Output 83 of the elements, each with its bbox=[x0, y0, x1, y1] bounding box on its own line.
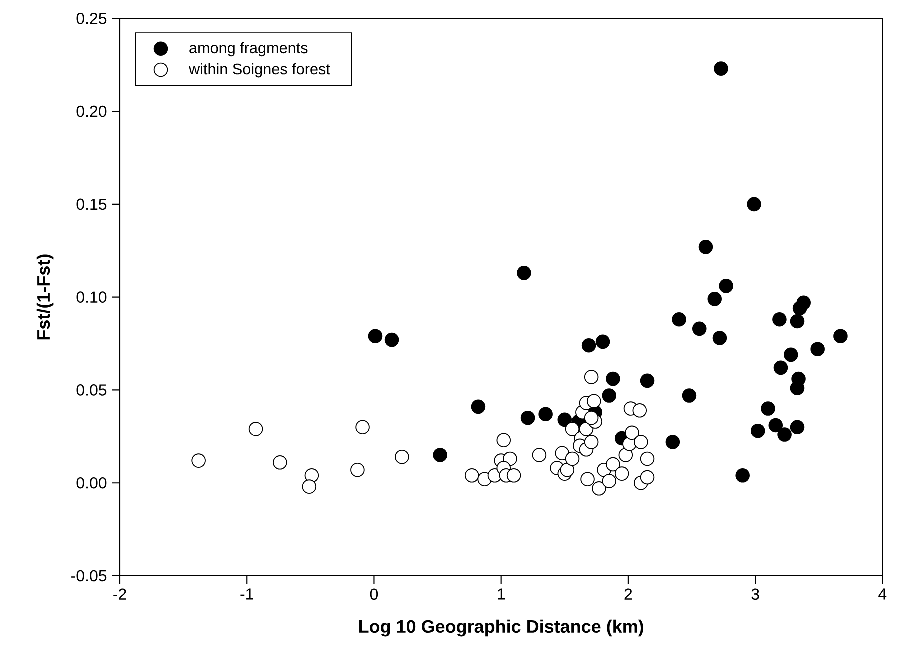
point bbox=[666, 435, 680, 450]
point bbox=[350, 462, 365, 478]
y-tick-label: 0.20 bbox=[76, 106, 107, 118]
point bbox=[596, 334, 610, 350]
point bbox=[714, 62, 728, 76]
point bbox=[634, 435, 648, 450]
point bbox=[796, 296, 811, 310]
point bbox=[584, 435, 599, 450]
x-axis-title: Log 10 Geographic Distance (km) bbox=[360, 620, 644, 637]
point bbox=[790, 314, 805, 329]
point bbox=[790, 420, 805, 434]
point bbox=[584, 410, 599, 426]
point bbox=[586, 394, 602, 408]
x-tick-label: 2 bbox=[624, 588, 632, 600]
y-tick-label: 0.25 bbox=[76, 13, 107, 24]
legend-label: within Soignes forest bbox=[188, 63, 330, 78]
point bbox=[768, 418, 784, 433]
point bbox=[736, 468, 750, 483]
point bbox=[672, 312, 686, 327]
point bbox=[580, 472, 595, 487]
point bbox=[302, 480, 317, 494]
point bbox=[772, 312, 787, 327]
point bbox=[565, 422, 580, 436]
point bbox=[496, 433, 512, 448]
point bbox=[560, 462, 575, 478]
point bbox=[747, 197, 762, 212]
point bbox=[273, 456, 288, 470]
point bbox=[698, 240, 714, 254]
point bbox=[565, 452, 580, 466]
point bbox=[761, 402, 776, 416]
point bbox=[719, 279, 734, 294]
point bbox=[517, 266, 532, 280]
point bbox=[538, 407, 553, 422]
point bbox=[471, 400, 486, 414]
point bbox=[810, 342, 825, 356]
y-tick-label: -0.05 bbox=[72, 570, 107, 582]
point bbox=[368, 329, 383, 344]
point bbox=[464, 468, 480, 483]
point bbox=[532, 448, 547, 462]
x-tick-label: -1 bbox=[240, 588, 254, 600]
point bbox=[192, 454, 206, 468]
y-tick-label: 0.05 bbox=[76, 384, 107, 396]
point bbox=[774, 360, 788, 376]
point bbox=[640, 452, 655, 466]
x-tick-label: -2 bbox=[114, 588, 126, 600]
point bbox=[602, 388, 617, 403]
point bbox=[356, 420, 370, 434]
point bbox=[790, 381, 805, 396]
x-tick-label: 4 bbox=[878, 588, 887, 600]
x-tick-label: 3 bbox=[752, 588, 760, 600]
point bbox=[520, 410, 536, 426]
point bbox=[708, 292, 722, 306]
point bbox=[582, 338, 596, 353]
point bbox=[584, 370, 599, 384]
y-tick-label: 0.00 bbox=[76, 477, 107, 489]
point bbox=[384, 332, 400, 348]
point bbox=[692, 322, 707, 336]
point bbox=[506, 468, 522, 483]
point bbox=[750, 424, 766, 438]
point bbox=[712, 331, 728, 346]
point bbox=[558, 412, 572, 428]
point bbox=[640, 374, 655, 388]
point bbox=[625, 426, 640, 440]
point bbox=[834, 329, 848, 344]
point bbox=[640, 470, 655, 485]
point bbox=[592, 482, 606, 496]
point bbox=[778, 428, 792, 442]
point bbox=[248, 422, 264, 436]
point bbox=[632, 404, 648, 418]
point bbox=[395, 450, 410, 464]
point bbox=[784, 348, 798, 362]
y-tick-label: 0.15 bbox=[76, 198, 107, 210]
y-axis-title: Fst/(1-Fst) bbox=[36, 254, 54, 340]
y-tick-label: 0.10 bbox=[76, 292, 107, 303]
x-tick-label: 0 bbox=[370, 588, 378, 600]
x-tick-label: 1 bbox=[498, 588, 505, 600]
point bbox=[682, 388, 697, 403]
point bbox=[606, 457, 620, 472]
legend-label: among fragments bbox=[190, 42, 308, 57]
point bbox=[433, 448, 448, 462]
point bbox=[606, 372, 620, 386]
point bbox=[614, 466, 630, 481]
point bbox=[602, 474, 617, 488]
